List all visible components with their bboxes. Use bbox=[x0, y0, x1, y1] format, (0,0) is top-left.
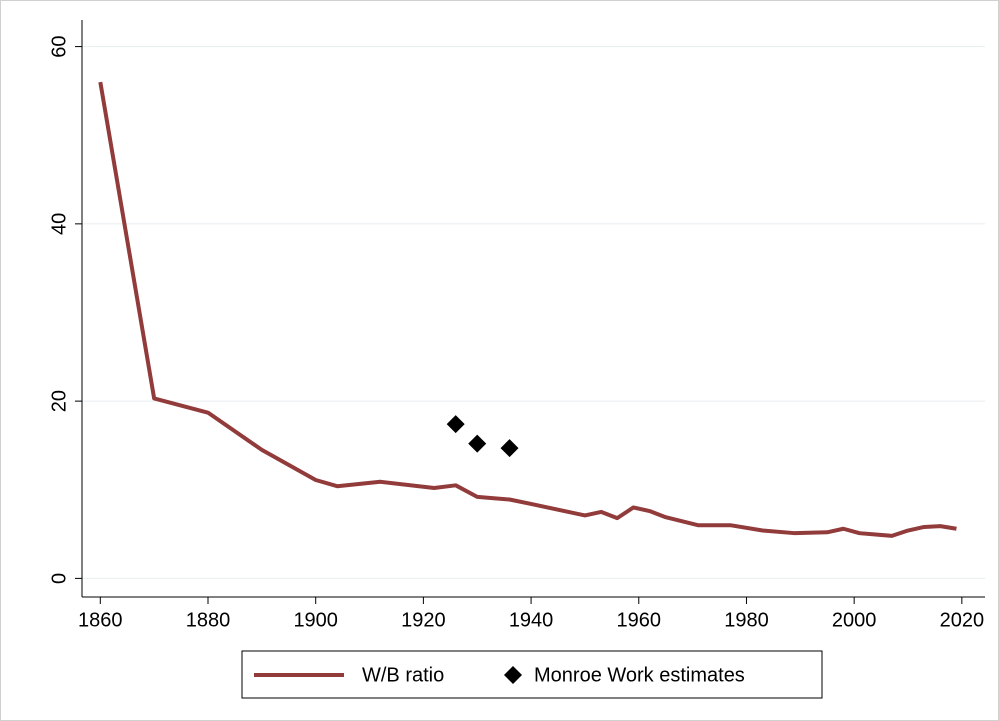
legend-label: W/B ratio bbox=[362, 664, 444, 686]
x-tick-label: 2020 bbox=[940, 609, 985, 631]
x-tick-label: 1880 bbox=[186, 609, 231, 631]
diamond-marker bbox=[468, 434, 487, 453]
y-tick-label: 40 bbox=[48, 213, 70, 235]
x-tick-label: 1900 bbox=[293, 609, 338, 631]
x-tick-label: 1980 bbox=[724, 609, 769, 631]
x-tick-label: 1920 bbox=[401, 609, 446, 631]
x-tick-label: 1960 bbox=[617, 609, 662, 631]
x-tick-label: 2000 bbox=[832, 609, 877, 631]
diamond-marker bbox=[500, 439, 519, 458]
y-tick-label: 20 bbox=[48, 390, 70, 412]
x-tick-label: 1940 bbox=[509, 609, 554, 631]
line-series bbox=[98, 81, 957, 538]
diamond-marker bbox=[446, 415, 465, 434]
y-tick-label: 0 bbox=[48, 573, 70, 584]
legend-label: Monroe Work estimates bbox=[534, 664, 745, 686]
x-tick-label: 1860 bbox=[78, 609, 123, 631]
legend-swatch bbox=[504, 666, 522, 684]
y-tick-label: 60 bbox=[48, 35, 70, 57]
